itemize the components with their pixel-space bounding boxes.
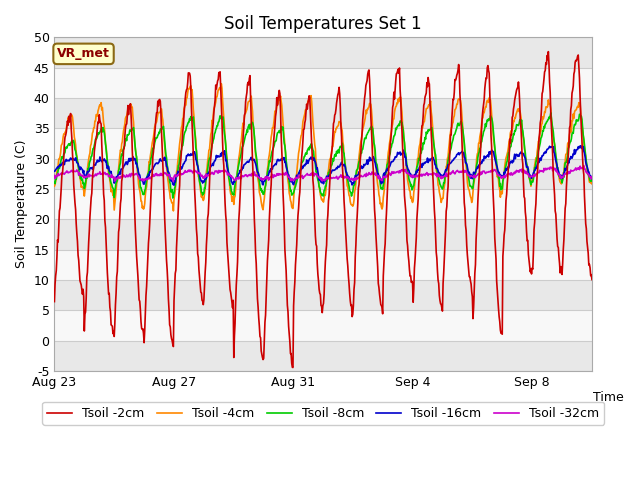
Tsoil -16cm bbox=[70, 156, 77, 162]
Tsoil -4cm bbox=[51, 183, 58, 189]
Bar bbox=[54, 311, 592, 341]
Tsoil -2cm bbox=[246, 73, 254, 79]
Y-axis label: Soil Temperature (C): Soil Temperature (C) bbox=[15, 140, 28, 268]
Tsoil -32cm bbox=[70, 168, 77, 174]
Tsoil -32cm bbox=[275, 171, 283, 177]
Tsoil -32cm bbox=[588, 174, 596, 180]
Tsoil -4cm bbox=[248, 93, 255, 99]
Tsoil -16cm bbox=[247, 156, 255, 162]
Tsoil -2cm bbox=[70, 182, 77, 188]
Tsoil -32cm bbox=[51, 173, 58, 179]
Bar bbox=[54, 68, 592, 98]
Tsoil -16cm bbox=[178, 166, 186, 172]
Tsoil -8cm bbox=[169, 195, 177, 201]
Tsoil -4cm bbox=[70, 126, 77, 132]
Bar bbox=[54, 37, 592, 68]
Tsoil -16cm bbox=[588, 176, 596, 181]
Tsoil -32cm bbox=[170, 179, 177, 184]
Tsoil -32cm bbox=[580, 163, 588, 168]
Tsoil -4cm bbox=[178, 125, 186, 131]
Tsoil -8cm bbox=[588, 177, 596, 182]
Tsoil -4cm bbox=[356, 143, 364, 148]
Tsoil -4cm bbox=[588, 181, 596, 187]
Tsoil -2cm bbox=[356, 173, 364, 179]
Tsoil -4cm bbox=[170, 208, 177, 214]
Tsoil -16cm bbox=[51, 168, 58, 174]
Tsoil -16cm bbox=[356, 169, 364, 175]
Tsoil -8cm bbox=[247, 123, 255, 129]
Line: Tsoil -8cm: Tsoil -8cm bbox=[54, 113, 592, 198]
Tsoil -8cm bbox=[485, 117, 493, 123]
Tsoil -2cm bbox=[588, 276, 596, 282]
Bar bbox=[54, 341, 592, 371]
Tsoil -2cm bbox=[51, 299, 58, 304]
Tsoil -32cm bbox=[356, 174, 364, 180]
Tsoil -4cm bbox=[486, 98, 493, 104]
Tsoil -8cm bbox=[547, 110, 555, 116]
Tsoil -2cm bbox=[289, 365, 297, 371]
Tsoil -32cm bbox=[485, 169, 493, 175]
Line: Tsoil -2cm: Tsoil -2cm bbox=[54, 52, 592, 368]
Bar bbox=[54, 189, 592, 219]
Line: Tsoil -4cm: Tsoil -4cm bbox=[54, 84, 592, 211]
Line: Tsoil -16cm: Tsoil -16cm bbox=[54, 146, 592, 185]
Tsoil -16cm bbox=[170, 182, 178, 188]
Text: VR_met: VR_met bbox=[57, 48, 110, 60]
Legend: Tsoil -2cm, Tsoil -4cm, Tsoil -8cm, Tsoil -16cm, Tsoil -32cm: Tsoil -2cm, Tsoil -4cm, Tsoil -8cm, Tsoi… bbox=[42, 402, 604, 425]
Tsoil -16cm bbox=[577, 143, 584, 149]
Tsoil -2cm bbox=[485, 70, 493, 76]
Title: Soil Temperatures Set 1: Soil Temperatures Set 1 bbox=[225, 15, 422, 33]
Tsoil -8cm bbox=[70, 138, 77, 144]
Bar bbox=[54, 280, 592, 311]
Line: Tsoil -32cm: Tsoil -32cm bbox=[54, 166, 592, 181]
Bar bbox=[54, 159, 592, 189]
Tsoil -8cm bbox=[51, 180, 58, 185]
Bar bbox=[54, 250, 592, 280]
Tsoil -32cm bbox=[247, 172, 255, 178]
Tsoil -2cm bbox=[545, 49, 552, 55]
Tsoil -16cm bbox=[485, 149, 493, 155]
Tsoil -2cm bbox=[275, 92, 282, 98]
Tsoil -4cm bbox=[276, 96, 284, 102]
Tsoil -8cm bbox=[275, 128, 283, 133]
Tsoil -4cm bbox=[218, 81, 225, 87]
Tsoil -2cm bbox=[177, 156, 185, 162]
Tsoil -32cm bbox=[178, 172, 186, 178]
Bar bbox=[54, 98, 592, 128]
Bar bbox=[54, 219, 592, 250]
Tsoil -8cm bbox=[356, 158, 364, 164]
Tsoil -16cm bbox=[275, 158, 283, 164]
Bar bbox=[54, 128, 592, 159]
Tsoil -8cm bbox=[178, 147, 186, 153]
X-axis label: Time: Time bbox=[593, 391, 623, 404]
